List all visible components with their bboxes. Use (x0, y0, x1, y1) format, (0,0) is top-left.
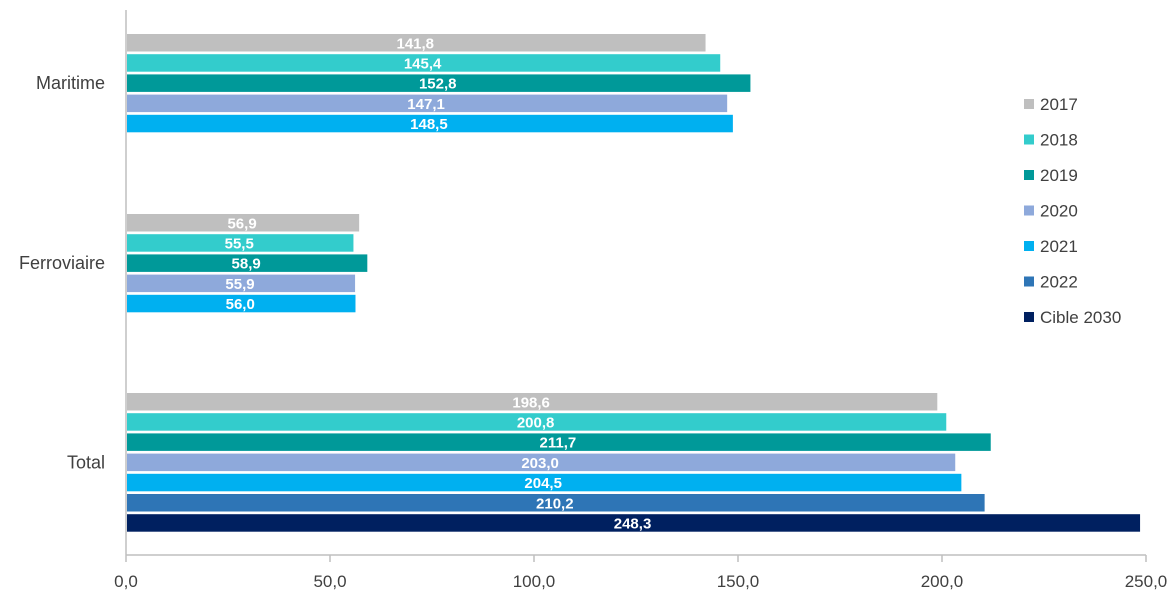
legend-label: 2017 (1040, 95, 1078, 114)
bar-value-label: 58,9 (232, 256, 261, 273)
x-tick-label: 50,0 (313, 572, 346, 591)
legend-label: 2021 (1040, 237, 1078, 256)
legend-swatch (1024, 312, 1034, 322)
bar (127, 453, 956, 472)
bar-value-label: 148,5 (410, 116, 448, 133)
x-tick-label: 150,0 (717, 572, 760, 591)
bar-value-label: 211,7 (540, 435, 577, 452)
category-labels: Maritime Ferroviaire Total (19, 73, 105, 472)
bar (127, 473, 962, 492)
legend-swatch (1024, 241, 1034, 251)
x-tick-label: 0,0 (114, 572, 138, 591)
bar (127, 114, 733, 133)
bar-value-label: 204,5 (524, 475, 562, 492)
legend: 2017 2018 2019 2020 2021 2022 Cible 2030 (1024, 95, 1121, 327)
legend-label: 2019 (1040, 166, 1078, 185)
legend-label: 2022 (1040, 273, 1078, 292)
bar-value-label: 198,6 (512, 394, 550, 411)
bar (127, 214, 360, 232)
legend-swatch (1024, 170, 1034, 180)
bar (127, 494, 985, 512)
axes (125, 10, 1146, 556)
bar-value-label: 210,2 (536, 495, 574, 512)
legend-label: Cible 2030 (1040, 308, 1121, 327)
bar (127, 94, 728, 113)
bar-value-label: 203,0 (521, 455, 559, 472)
category-label: Maritime (36, 73, 105, 93)
bar-labels: 141,8 145,4 152,8 147,1 148,5 56,9 55,5 58,9 55,… (225, 35, 652, 532)
bar (127, 294, 356, 313)
category-label: Ferroviaire (19, 253, 105, 273)
bar-value-label: 56,0 (226, 296, 255, 313)
legend-swatch (1024, 99, 1034, 109)
bar-value-label: 200,8 (517, 414, 555, 431)
bar (127, 393, 938, 411)
category-label: Total (67, 452, 105, 472)
bar-value-label: 152,8 (419, 76, 457, 93)
bar-value-label: 141,8 (396, 35, 434, 52)
x-ticks: 0,0 50,0 100,0 150,0 200,0 250,0 (114, 555, 1167, 591)
bar-value-label: 248,3 (614, 515, 652, 532)
legend-label: 2020 (1040, 202, 1078, 221)
x-tick-label: 250,0 (1125, 572, 1168, 591)
legend-swatch (1024, 276, 1034, 287)
bar (127, 34, 706, 52)
bar (127, 274, 356, 293)
bar (127, 234, 354, 252)
bar (127, 254, 368, 272)
bar (127, 433, 991, 451)
x-tick-label: 200,0 (921, 572, 964, 591)
x-tick-label: 100,0 (513, 572, 556, 591)
bar (127, 54, 721, 72)
bar-value-label: 55,9 (225, 276, 254, 293)
bar-value-label: 147,1 (407, 96, 445, 113)
legend-swatch (1024, 134, 1034, 145)
legend-label: 2018 (1040, 131, 1078, 150)
bar (127, 514, 1141, 532)
bar (127, 74, 751, 92)
legend-swatch (1024, 205, 1034, 216)
bar-value-label: 56,9 (227, 215, 256, 232)
bars (127, 34, 1141, 532)
bar (127, 413, 947, 431)
bar-value-label: 55,5 (225, 235, 254, 252)
bar-value-label: 145,4 (404, 55, 442, 72)
